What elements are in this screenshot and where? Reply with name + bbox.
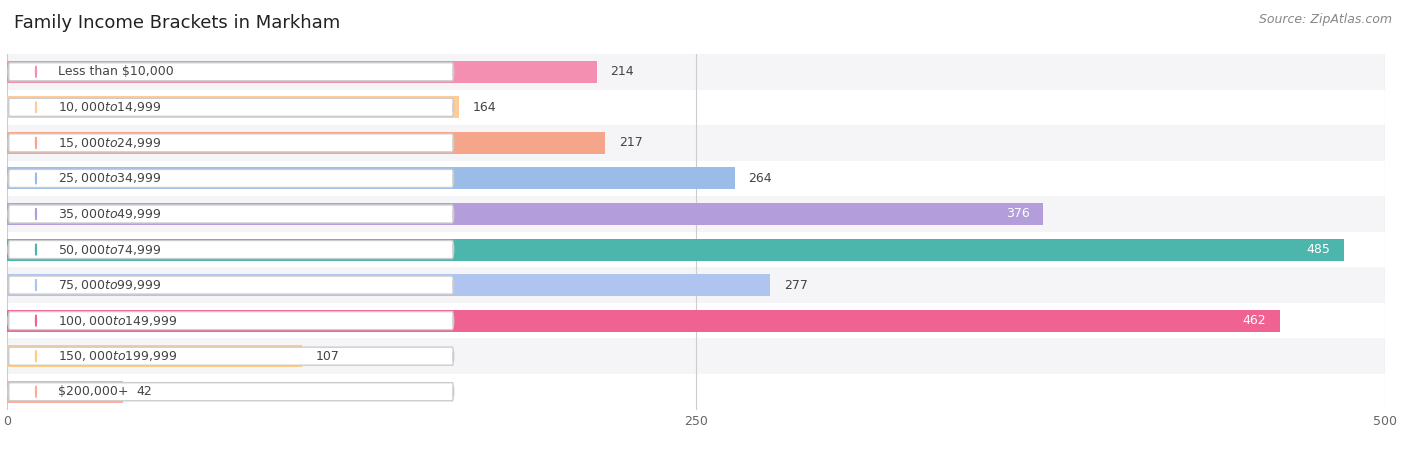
- Bar: [7, 310, 1281, 332]
- Text: Source: ZipAtlas.com: Source: ZipAtlas.com: [1258, 14, 1392, 27]
- Text: $25,000 to $34,999: $25,000 to $34,999: [58, 171, 162, 185]
- Bar: [7, 338, 1385, 374]
- FancyBboxPatch shape: [8, 134, 454, 152]
- FancyBboxPatch shape: [8, 276, 454, 294]
- Bar: [7, 238, 1344, 261]
- FancyBboxPatch shape: [8, 205, 454, 223]
- FancyBboxPatch shape: [8, 63, 454, 81]
- Bar: [7, 267, 1385, 303]
- Text: Family Income Brackets in Markham: Family Income Brackets in Markham: [14, 14, 340, 32]
- Text: $50,000 to $74,999: $50,000 to $74,999: [58, 243, 162, 256]
- Bar: [7, 303, 1385, 338]
- Text: $100,000 to $149,999: $100,000 to $149,999: [58, 314, 177, 328]
- Text: $150,000 to $199,999: $150,000 to $199,999: [58, 349, 177, 363]
- Text: $15,000 to $24,999: $15,000 to $24,999: [58, 136, 162, 150]
- Bar: [7, 196, 1385, 232]
- Bar: [7, 167, 734, 189]
- Text: 42: 42: [136, 385, 152, 398]
- FancyBboxPatch shape: [8, 311, 454, 330]
- Bar: [7, 345, 302, 367]
- Text: $35,000 to $49,999: $35,000 to $49,999: [58, 207, 162, 221]
- Bar: [7, 96, 458, 118]
- Text: 107: 107: [316, 350, 340, 363]
- Bar: [7, 374, 1385, 410]
- Bar: [7, 61, 596, 83]
- FancyBboxPatch shape: [8, 347, 454, 365]
- Bar: [7, 274, 770, 296]
- Text: 277: 277: [785, 279, 808, 292]
- FancyBboxPatch shape: [8, 98, 454, 117]
- Bar: [7, 132, 605, 154]
- Bar: [7, 90, 1385, 125]
- Text: 164: 164: [472, 101, 496, 114]
- Bar: [7, 203, 1043, 225]
- Text: Less than $10,000: Less than $10,000: [58, 65, 174, 78]
- Text: $75,000 to $99,999: $75,000 to $99,999: [58, 278, 162, 292]
- FancyBboxPatch shape: [8, 169, 454, 188]
- Text: 214: 214: [610, 65, 634, 78]
- Text: 376: 376: [1005, 207, 1029, 220]
- FancyBboxPatch shape: [8, 240, 454, 259]
- Bar: [7, 232, 1385, 267]
- Text: $10,000 to $14,999: $10,000 to $14,999: [58, 100, 162, 114]
- Text: 264: 264: [748, 172, 772, 185]
- Text: 485: 485: [1306, 243, 1330, 256]
- Text: 462: 462: [1243, 314, 1267, 327]
- Text: 217: 217: [619, 136, 643, 149]
- Bar: [7, 54, 1385, 90]
- Bar: [7, 381, 122, 403]
- FancyBboxPatch shape: [8, 382, 454, 401]
- Bar: [7, 125, 1385, 161]
- Bar: [7, 161, 1385, 196]
- Text: $200,000+: $200,000+: [58, 385, 128, 398]
